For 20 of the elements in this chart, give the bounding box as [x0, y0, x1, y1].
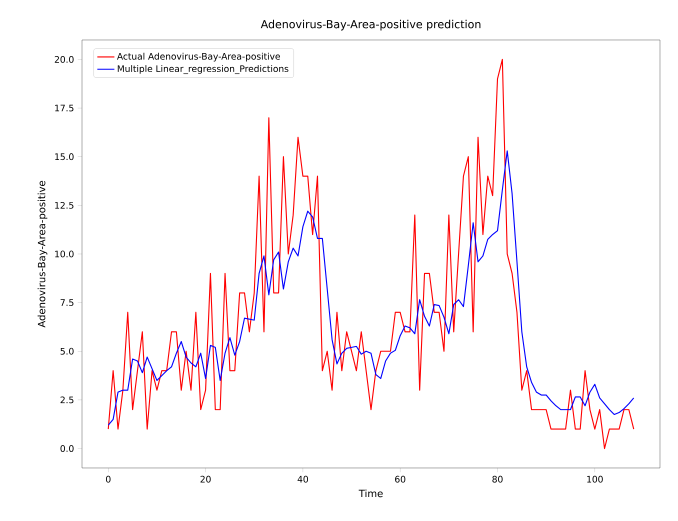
x-tick-label: 60 — [395, 476, 406, 483]
y-tick-label: 10.0 — [55, 250, 74, 258]
y-tick-label: 15.0 — [55, 153, 74, 160]
y-tick-label: 20.0 — [54, 56, 74, 63]
y-tick-label: 17.5 — [55, 104, 74, 112]
y-tick-label: 0.0 — [60, 445, 74, 452]
x-tick-label: 0 — [106, 476, 111, 483]
x-tick-label: 40 — [298, 476, 308, 483]
y-tick-label: 5.0 — [60, 348, 74, 355]
x-axis-title: Time — [358, 489, 383, 498]
legend-label: Actual Adenovirus-Bay-Area-positive — [117, 52, 280, 62]
y-tick-label: 7.5 — [60, 299, 74, 306]
y-axis-title: Adenovirus-Bay-Area-positive — [38, 180, 48, 328]
legend-label: Multiple Linear_regression_Predictions — [118, 65, 288, 74]
x-tick-label: 100 — [587, 476, 603, 483]
x-tick-label: 80 — [492, 476, 503, 483]
y-tick-label: 12.5 — [55, 202, 74, 209]
chart-title: Adenovirus-Bay-Area-positive prediction — [260, 20, 480, 30]
x-tick-label: 20 — [200, 476, 211, 483]
y-tick-label: 2.5 — [60, 396, 74, 404]
